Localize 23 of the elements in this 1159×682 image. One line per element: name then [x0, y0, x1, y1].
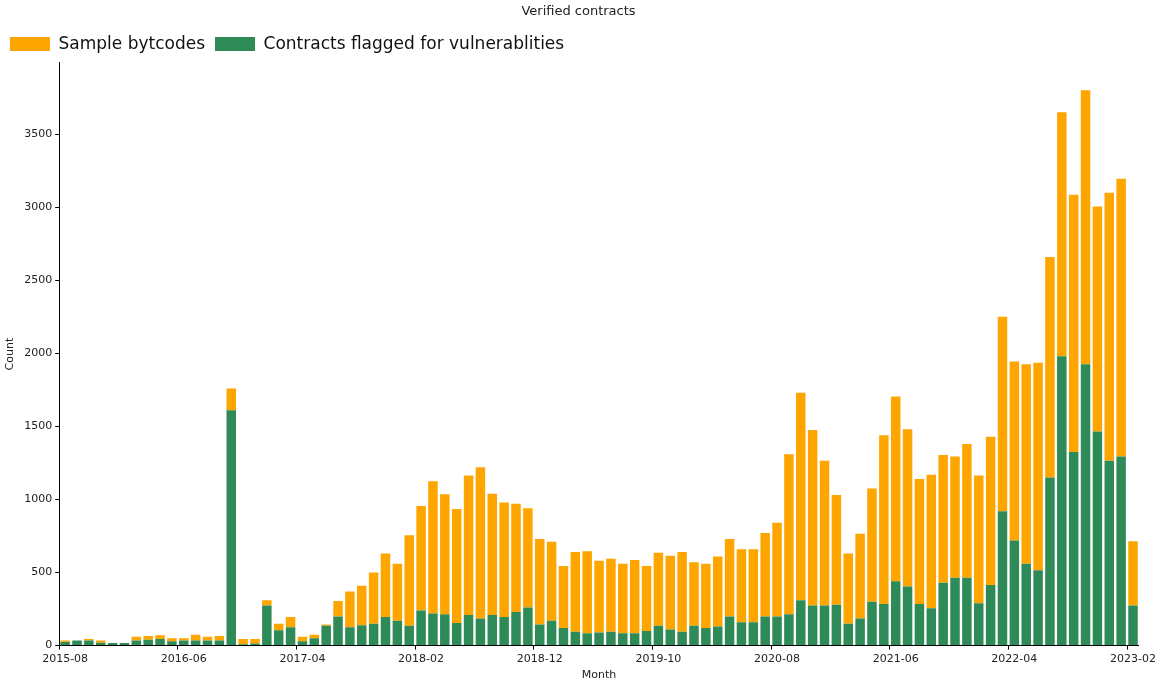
x-tick-label: 2018-12: [516, 652, 563, 666]
y-tick-label: 2500: [24, 273, 53, 287]
x-tick-label: 2023-02: [1110, 652, 1156, 666]
y-tick-label: 500: [31, 565, 53, 579]
x-tick-label: 2022-04: [991, 652, 1038, 666]
x-tick-label: 2017-04: [279, 652, 326, 666]
y-tick-label: 3500: [24, 127, 53, 141]
x-tick-label: 2018-02: [398, 652, 445, 666]
y-tick-label: 1000: [24, 492, 53, 506]
y-tick-label: 0: [45, 638, 53, 652]
x-tick-label: 2016-06: [160, 652, 207, 666]
x-tick-label: 2021-06: [872, 652, 919, 666]
x-tick-label: 2019-10: [635, 652, 682, 666]
y-axis-title: Count: [3, 337, 17, 371]
x-tick-label: 2020-08: [754, 652, 801, 666]
chart-title: Verified contracts: [521, 3, 636, 19]
x-axis-title: Month: [581, 668, 617, 682]
y-tick-label: 1500: [24, 419, 53, 433]
x-tick-label: 2015-08: [42, 652, 89, 666]
y-tick-label: 2000: [24, 346, 53, 360]
y-tick-label: 3000: [24, 200, 53, 214]
legend-label: Sample bytcodes: [58, 32, 206, 53]
legend-label: Contracts flagged for vulnerablities: [263, 32, 565, 53]
